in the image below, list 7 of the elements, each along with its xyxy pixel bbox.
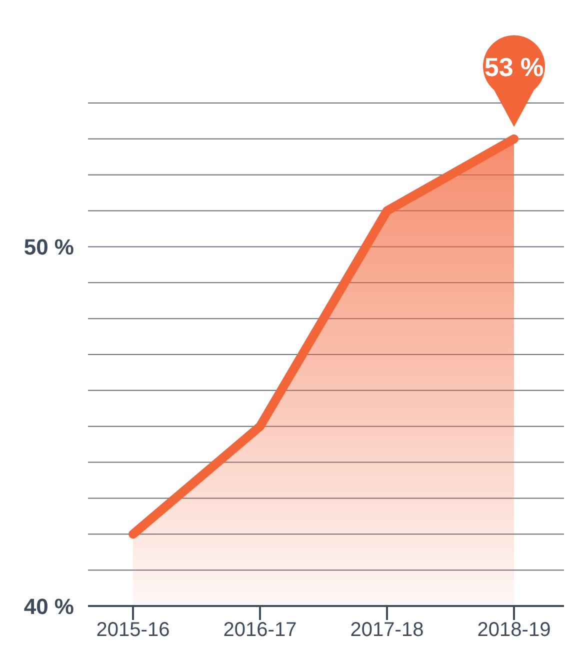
y-tick-label: 50 % [24,234,74,260]
x-tick-label: 2016-17 [223,619,297,642]
x-tick-label: 2017-18 [350,619,424,642]
x-tick-label: 2018-19 [477,619,551,642]
y-tick-label: 40 % [24,594,74,619]
data-label: 53 % [484,52,544,82]
x-tick-label: 2015-16 [96,619,170,642]
